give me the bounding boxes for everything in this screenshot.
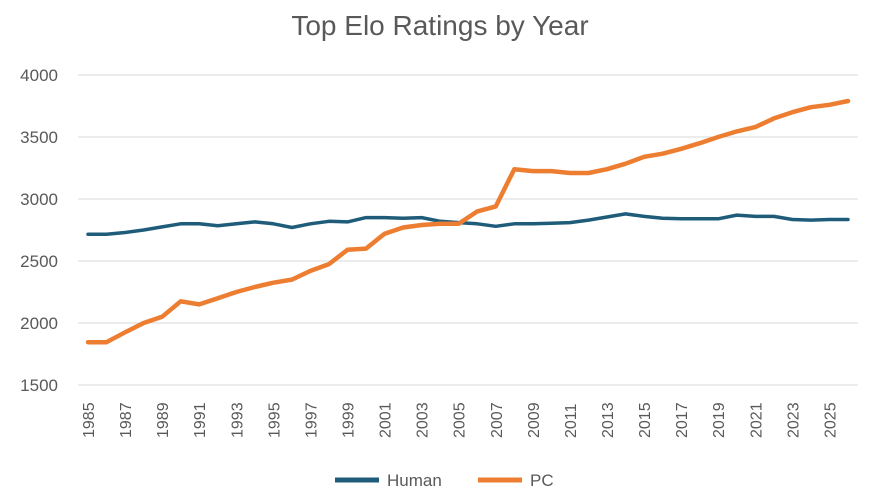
x-tick-label: 1993 bbox=[229, 402, 246, 438]
y-tick-label: 4000 bbox=[20, 66, 58, 85]
y-tick-label: 3500 bbox=[20, 128, 58, 147]
x-tick-label: 2017 bbox=[674, 402, 691, 438]
x-tick-label: 2021 bbox=[748, 402, 765, 438]
x-tick-label: 2015 bbox=[637, 402, 654, 438]
chart-title: Top Elo Ratings by Year bbox=[291, 10, 588, 41]
y-tick-label: 1500 bbox=[20, 376, 58, 395]
x-tick-label: 1997 bbox=[303, 402, 320, 438]
y-tick-label: 2500 bbox=[20, 252, 58, 271]
legend: Human PC bbox=[335, 471, 554, 490]
x-tick-label: 2011 bbox=[563, 403, 580, 438]
x-tick-label: 1989 bbox=[155, 402, 172, 438]
x-tick-label: 1999 bbox=[341, 402, 358, 438]
legend-label-human: Human bbox=[387, 471, 442, 490]
x-tick-label: 2001 bbox=[378, 402, 395, 438]
x-tick-label: 2023 bbox=[785, 402, 802, 438]
x-tick-label: 2005 bbox=[452, 402, 469, 438]
y-tick-label: 3000 bbox=[20, 190, 58, 209]
x-tick-label: 2009 bbox=[526, 402, 543, 438]
legend-label-pc: PC bbox=[530, 471, 554, 490]
y-axis-ticks: 1500 2000 2500 3000 3500 4000 bbox=[20, 66, 58, 395]
x-tick-label: 2007 bbox=[489, 402, 506, 438]
gridlines bbox=[78, 74, 858, 386]
y-tick-label: 2000 bbox=[20, 314, 58, 333]
x-tick-label: 1995 bbox=[266, 402, 283, 438]
x-axis-ticks: 1985 1987 1989 1991 1993 1995 1997 1999 2001 2003… bbox=[81, 402, 839, 438]
x-tick-label: 2019 bbox=[711, 402, 728, 438]
series-lines bbox=[85, 98, 851, 345]
x-tick-label: 1987 bbox=[118, 402, 135, 438]
series-line-human bbox=[86, 212, 850, 237]
series-line-pc bbox=[85, 98, 851, 345]
x-tick-label: 2025 bbox=[822, 402, 839, 438]
x-tick-label: 1991 bbox=[192, 402, 209, 438]
x-tick-label: 2013 bbox=[600, 402, 617, 438]
x-tick-label: 1985 bbox=[81, 402, 98, 438]
x-tick-label: 2003 bbox=[415, 402, 432, 438]
